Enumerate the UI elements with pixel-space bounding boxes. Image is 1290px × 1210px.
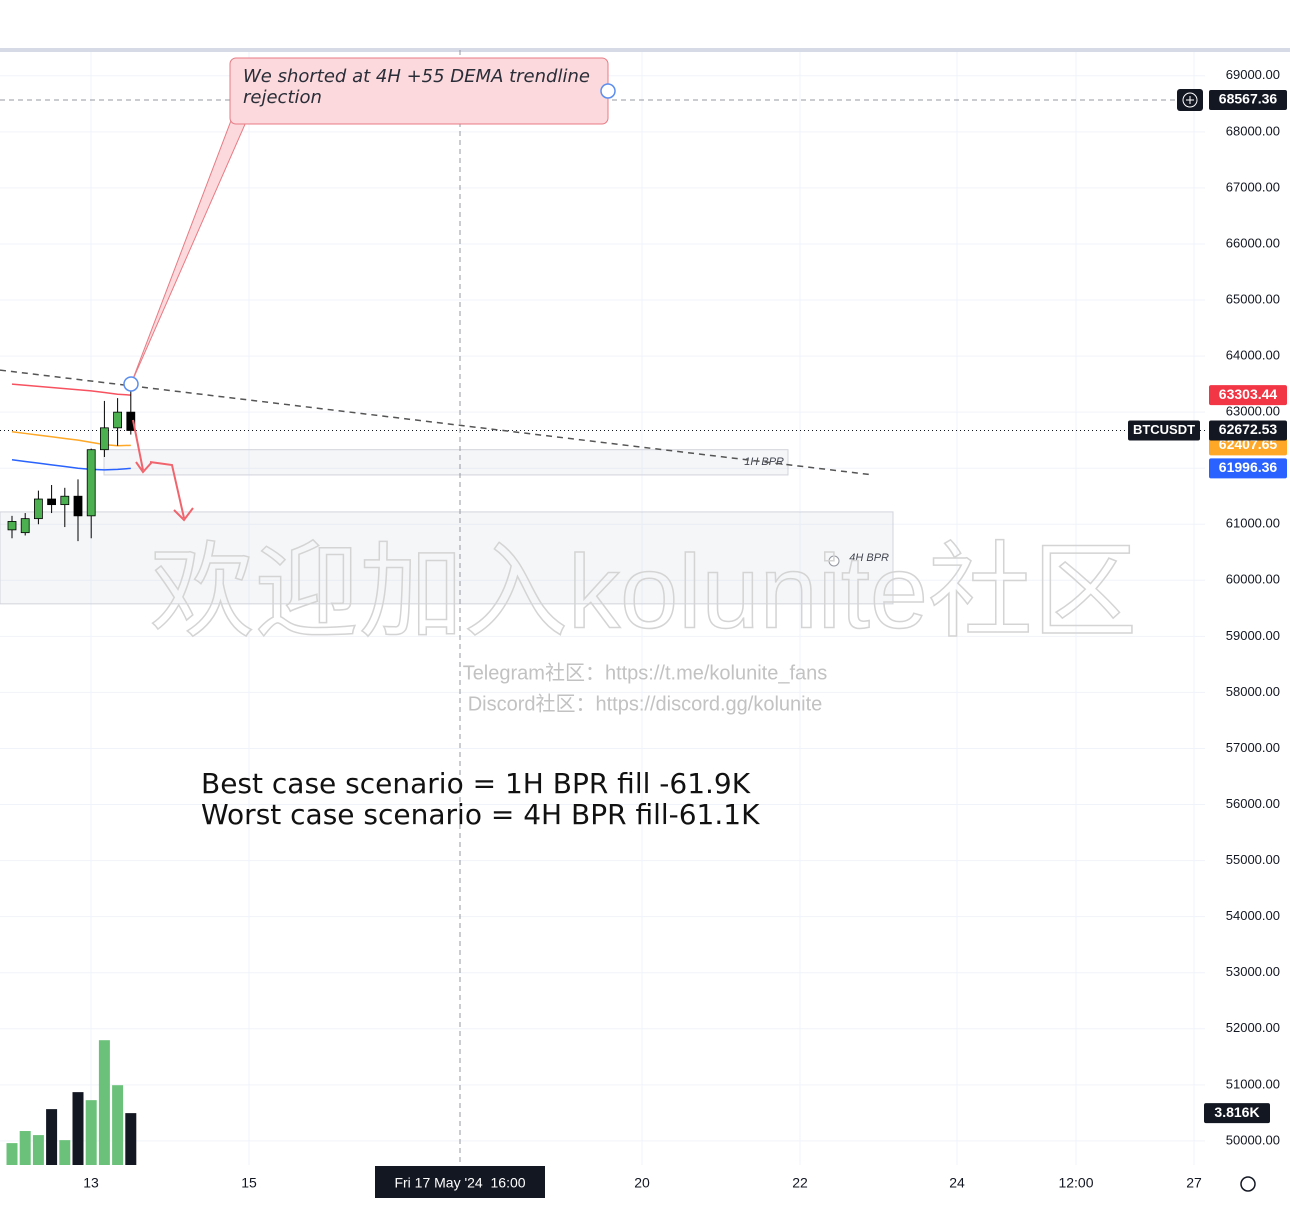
price-tag-bg	[1209, 385, 1287, 406]
x-tick-label: 27	[1186, 1175, 1202, 1191]
callout-handle	[123, 376, 139, 392]
volume-tag: 3.816K	[1214, 1104, 1259, 1120]
candle-body	[20, 518, 30, 534]
zone-handle	[828, 555, 840, 567]
y-tick-label: 53000.00	[1226, 964, 1280, 979]
candle-body	[100, 427, 109, 451]
settings-icon	[1240, 1176, 1256, 1192]
volume-bar	[46, 1109, 58, 1165]
volume-bar	[72, 1092, 84, 1165]
last-price-tag: 62672.53	[1219, 421, 1278, 437]
y-tick-label: 60000.00	[1226, 572, 1280, 587]
x-tick-label: 13	[83, 1175, 99, 1191]
y-tick-label: 66000.00	[1226, 235, 1280, 250]
y-tick-label: 64000.00	[1226, 348, 1280, 363]
candle-body	[86, 449, 96, 517]
volume-bar	[125, 1113, 137, 1165]
x-tick-label: 15	[241, 1175, 257, 1191]
scenario-text: Best case scenario = 1H BPR fill -61.9K	[201, 767, 751, 800]
volume-bar	[85, 1100, 97, 1165]
callout-handle	[600, 83, 616, 99]
candle-body	[47, 498, 56, 506]
crosshair-plus	[1182, 92, 1198, 108]
symbol-tag-bg	[1128, 420, 1200, 441]
zone-label: 4H BPR	[849, 552, 889, 564]
y-tick-label: 69000.00	[1226, 67, 1280, 82]
candle-body	[34, 498, 43, 520]
y-tick-label: 68000.00	[1226, 123, 1280, 138]
bpr-zone	[103, 449, 789, 476]
x-tick-label: 24	[949, 1175, 965, 1191]
price-tag-bg	[1209, 458, 1287, 479]
callout-text: We shorted at 4H +55 DEMA trendline reje…	[243, 66, 590, 108]
volume-bar	[98, 1040, 110, 1165]
y-tick-label: 57000.00	[1226, 740, 1280, 755]
watermark-title: 欢迎加入kolunite社区	[150, 534, 1137, 650]
x-tick-label: 12:00	[1058, 1175, 1093, 1191]
crosshair-time-tag	[375, 1166, 545, 1198]
y-tick-label: 61000.00	[1226, 516, 1280, 531]
price-tag: 63303.44	[1219, 386, 1278, 402]
trendline	[0, 369, 874, 476]
ema-line	[11, 459, 131, 471]
price-tag: 61996.36	[1219, 459, 1278, 475]
volume-bar	[112, 1085, 124, 1165]
y-tick-label: 59000.00	[1226, 628, 1280, 643]
candle-body	[126, 411, 136, 431]
crosshair-time-label: Fri 17 May '24 16:00	[394, 1175, 525, 1191]
symbol-tag: BTCUSDT	[1133, 422, 1195, 437]
last-price-tag-bg	[1209, 420, 1287, 441]
y-tick-label: 58000.00	[1226, 684, 1280, 699]
arrow	[132, 419, 194, 522]
y-tick-label: 63000.00	[1226, 404, 1280, 419]
ema-line	[11, 383, 131, 396]
crosshair-price-tag-bg	[1209, 90, 1287, 111]
y-tick-label: 54000.00	[1226, 908, 1280, 923]
y-tick-label: 56000.00	[1226, 796, 1280, 811]
watermark-line: Telegram社区：https://t.me/kolunite_fans	[463, 661, 828, 684]
candle-body	[7, 521, 17, 531]
y-tick-label: 67000.00	[1226, 179, 1280, 194]
x-tick-label: 22	[792, 1175, 808, 1191]
scenario-text: Worst case scenario = 4H BPR fill-61.1K	[201, 798, 760, 831]
volume-bar	[6, 1143, 18, 1165]
y-tick-label: 51000.00	[1226, 1076, 1280, 1091]
bpr-zone	[0, 511, 894, 605]
crosshair-price-tag: 68567.36	[1219, 91, 1278, 107]
ema-line	[11, 431, 131, 447]
volume-bar	[19, 1131, 31, 1165]
y-tick-label: 50000.00	[1226, 1132, 1280, 1147]
volume-tag-bg	[1204, 1103, 1270, 1124]
volume-bar	[32, 1135, 44, 1165]
zone-label: 1H BPR	[744, 456, 784, 468]
candle-body	[113, 411, 122, 429]
candle-body	[73, 495, 83, 517]
x-tick-label: 20	[634, 1175, 650, 1191]
crosshair-plus-sign	[1186, 96, 1194, 105]
y-tick-label: 65000.00	[1226, 291, 1280, 306]
volume-bar	[59, 1140, 71, 1165]
watermark-line: Discord社区：https://discord.gg/kolunite	[468, 692, 823, 715]
y-tick-label: 55000.00	[1226, 852, 1280, 867]
candle-body	[60, 495, 70, 506]
y-tick-label: 52000.00	[1226, 1020, 1280, 1035]
